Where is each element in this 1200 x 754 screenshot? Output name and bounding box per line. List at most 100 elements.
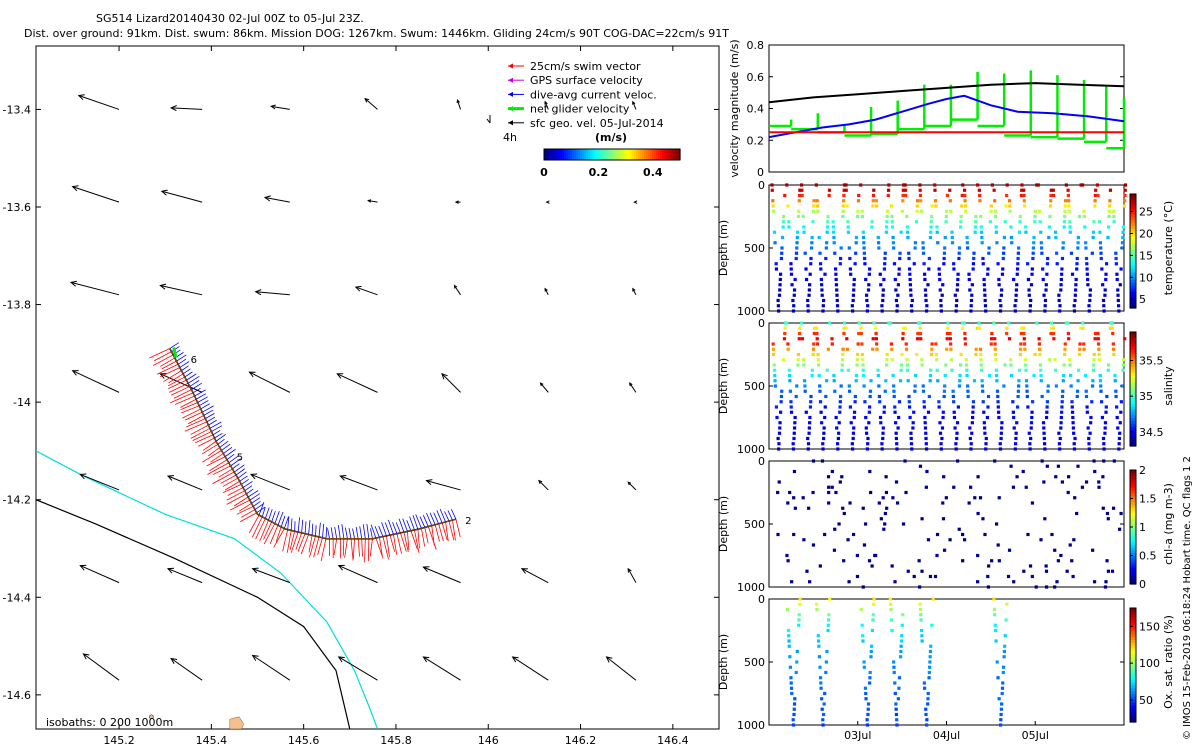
section-data-marker [1038, 210, 1041, 213]
section-data-marker [834, 491, 837, 494]
section-data-marker [1107, 517, 1110, 520]
section-data-marker [787, 634, 790, 637]
section-data-marker [1091, 549, 1094, 552]
section-data-marker [1053, 549, 1056, 552]
section-data-marker [863, 400, 866, 403]
section-data-marker [1075, 512, 1078, 515]
section-data-marker [812, 204, 815, 207]
section-data-marker [816, 204, 819, 207]
section-data-marker [786, 204, 789, 207]
section-data-marker [866, 309, 869, 312]
section-data-marker [1121, 246, 1124, 249]
section-data-marker [1024, 369, 1027, 372]
section-data-marker [1070, 400, 1073, 403]
section-data-marker [1073, 437, 1076, 440]
section-data-marker [1050, 533, 1053, 536]
section-data-marker [919, 337, 922, 340]
section-data-marker [934, 575, 937, 578]
section-data-marker [1102, 459, 1105, 462]
section-data-marker [1052, 194, 1055, 197]
section-data-marker [1019, 342, 1022, 345]
section-data-marker [795, 241, 798, 244]
section-data-marker [1037, 183, 1040, 186]
section-data-marker [990, 337, 993, 340]
section-data-marker [883, 267, 886, 270]
section-data-marker [916, 199, 919, 202]
section-data-marker [924, 713, 927, 716]
section-data-marker [909, 416, 912, 419]
section-data-marker [790, 283, 793, 286]
section-data-marker [848, 501, 851, 504]
section-data-marker [996, 660, 999, 663]
section-data-marker [959, 220, 962, 223]
section-data-marker [979, 348, 982, 351]
section-data-marker [981, 384, 984, 387]
section-data-marker [895, 437, 898, 440]
section-data-marker [1118, 528, 1121, 531]
section-data-marker [812, 459, 815, 462]
section-data-marker [1099, 390, 1102, 393]
section-data-marker [999, 437, 1002, 440]
section-data-marker [1013, 426, 1016, 429]
section-data-marker [828, 189, 831, 192]
section-data-marker [1087, 426, 1090, 429]
section-data-marker [930, 220, 933, 223]
section-data-marker [1101, 416, 1104, 419]
section-data-marker [1017, 379, 1020, 382]
section-data-marker [868, 559, 871, 562]
section-data-marker [970, 442, 973, 445]
section-data-marker [778, 288, 781, 291]
section-data-marker [1107, 570, 1110, 573]
colorbar-title: (m/s) [595, 131, 627, 144]
section-data-marker [1081, 183, 1084, 186]
section-data-marker [801, 194, 804, 197]
section-data-marker [841, 363, 844, 366]
section-data-marker [852, 426, 855, 429]
section-data-marker [910, 304, 913, 307]
section-data-marker [826, 629, 829, 632]
section-data-marker [809, 400, 812, 403]
section-data-marker [972, 257, 975, 260]
section-data-marker [821, 723, 824, 726]
section-data-marker [979, 353, 982, 356]
section-data-marker [1040, 246, 1043, 249]
section-data-marker [893, 262, 896, 265]
section-data-marker [871, 220, 874, 223]
section-data-marker [780, 252, 783, 255]
section-data-marker [883, 405, 886, 408]
section-data-marker [828, 321, 831, 324]
section-data-marker [996, 390, 999, 393]
section-data-marker [1098, 358, 1101, 361]
section-data-marker [864, 687, 867, 690]
section-data-marker [1046, 262, 1049, 265]
section-data-marker [849, 273, 852, 276]
section-data-marker [854, 400, 857, 403]
section-data-marker [1112, 210, 1115, 213]
section-data-marker [1014, 309, 1017, 312]
section-data-marker [1012, 278, 1015, 281]
section-data-marker [1040, 241, 1043, 244]
legend-label: net glider velocity [530, 103, 630, 116]
section-data-marker [895, 708, 898, 711]
section-data-marker [815, 183, 818, 186]
section-data-marker [897, 283, 900, 286]
section-data-marker [1099, 252, 1102, 255]
section-data-marker [998, 299, 1001, 302]
map-xtick-label: 146.2 [565, 734, 597, 747]
section-data-marker [799, 597, 802, 600]
section-data-marker [777, 447, 780, 450]
section-data-marker [1025, 384, 1028, 387]
section-data-marker [862, 231, 865, 234]
section-colorbar-label: 150 [1139, 620, 1160, 633]
section-data-marker [851, 447, 854, 450]
section-data-marker [812, 543, 815, 546]
section-data-marker [868, 681, 871, 684]
section-data-marker [901, 332, 904, 335]
section-data-marker [906, 363, 909, 366]
section-data-marker [847, 225, 850, 228]
section-data-marker [837, 432, 840, 435]
section-data-marker [894, 288, 897, 291]
map-ytick-label: -13.4 [3, 103, 31, 116]
section-data-marker [964, 210, 967, 213]
